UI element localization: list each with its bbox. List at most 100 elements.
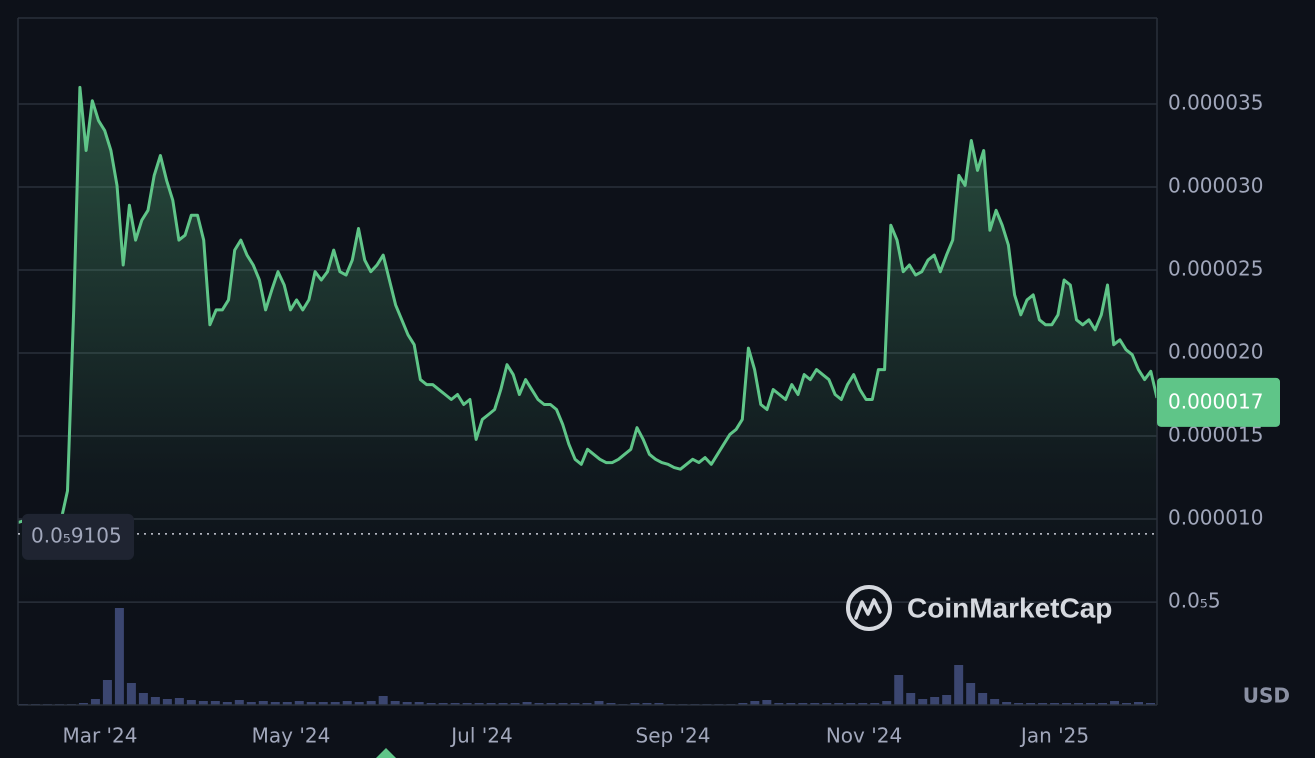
volume-bars bbox=[19, 608, 1155, 705]
volume-bar bbox=[510, 703, 520, 705]
volume-bar bbox=[870, 703, 880, 705]
volume-bar bbox=[294, 701, 304, 705]
volume-bar bbox=[1086, 703, 1096, 705]
y-tick-label: 0.000035 bbox=[1168, 90, 1263, 114]
y-tick-label: 0.0₅5 bbox=[1168, 589, 1221, 613]
volume-bar bbox=[222, 702, 232, 705]
plot bbox=[17, 85, 1159, 605]
volume-bar bbox=[330, 702, 340, 705]
volume-bar bbox=[210, 701, 220, 705]
volume-bar bbox=[546, 703, 556, 705]
volume-bar bbox=[126, 683, 136, 705]
volume-bar bbox=[402, 702, 412, 705]
volume-bar bbox=[606, 703, 616, 705]
current-price-label: 0.000017 bbox=[1168, 389, 1263, 413]
volume-bar bbox=[138, 693, 148, 705]
current-price-box bbox=[1157, 377, 1280, 427]
volume-bar bbox=[318, 702, 328, 705]
volume-bar bbox=[366, 701, 376, 705]
volume-bar bbox=[450, 703, 460, 705]
reference-label: 0.0₅9105 bbox=[31, 523, 122, 547]
volume-bar bbox=[246, 702, 256, 705]
volume-bar bbox=[1098, 703, 1108, 705]
volume-bar bbox=[1062, 703, 1072, 705]
volume-bar bbox=[186, 700, 196, 705]
scroll-marker[interactable] bbox=[376, 748, 396, 758]
volume-bar bbox=[174, 698, 184, 705]
volume-bar bbox=[1038, 703, 1048, 705]
volume-bar bbox=[1122, 703, 1132, 705]
volume-bar bbox=[234, 700, 244, 705]
volume-bar bbox=[198, 701, 208, 705]
volume-bar bbox=[858, 703, 868, 705]
volume-bar bbox=[270, 702, 280, 705]
volume-bar bbox=[834, 703, 844, 705]
y-tick-label: 0.000030 bbox=[1168, 174, 1263, 198]
volume-bar bbox=[1110, 701, 1120, 705]
volume-bar bbox=[498, 703, 508, 705]
volume-bar bbox=[162, 699, 172, 705]
volume-bar bbox=[558, 703, 568, 705]
watermark: CoinMarketCap bbox=[846, 585, 1112, 631]
volume-bar bbox=[282, 702, 292, 705]
volume-bar bbox=[654, 703, 664, 705]
volume-bar bbox=[462, 703, 472, 705]
volume-bar bbox=[306, 702, 316, 705]
volume-bar bbox=[114, 608, 124, 705]
volume-bar bbox=[474, 703, 484, 705]
volume-bar bbox=[762, 700, 772, 705]
volume-bar bbox=[930, 697, 940, 705]
volume-bar bbox=[486, 703, 496, 705]
volume-bar bbox=[90, 699, 100, 705]
watermark-text: CoinMarketCap bbox=[907, 592, 1112, 623]
x-tick-label: Jan '25 bbox=[1019, 724, 1089, 748]
volume-bar bbox=[918, 699, 928, 705]
volume-bar bbox=[882, 701, 892, 705]
volume-bar bbox=[438, 703, 448, 705]
volume-bar bbox=[894, 675, 904, 705]
y-tick-label: 0.000025 bbox=[1168, 257, 1263, 281]
volume-bar bbox=[954, 665, 964, 705]
volume-bar bbox=[798, 703, 808, 705]
volume-bar bbox=[102, 680, 112, 705]
volume-bar bbox=[594, 701, 604, 705]
volume-bar bbox=[354, 702, 364, 705]
currency-label: USD bbox=[1243, 684, 1290, 708]
logo-ring bbox=[846, 585, 892, 631]
price-line bbox=[17, 85, 1159, 524]
volume-bar bbox=[1002, 702, 1012, 705]
volume-bar bbox=[534, 703, 544, 705]
volume-bar bbox=[990, 699, 1000, 705]
volume-bar bbox=[570, 703, 580, 705]
volume-bar bbox=[810, 703, 820, 705]
volume-bar bbox=[390, 701, 400, 705]
volume-bar bbox=[426, 703, 436, 705]
volume-bar bbox=[774, 703, 784, 705]
volume-bar bbox=[78, 703, 88, 705]
volume-bar bbox=[414, 702, 424, 705]
volume-bar bbox=[258, 701, 268, 705]
volume-bar bbox=[846, 703, 856, 705]
x-tick-label: Sep '24 bbox=[636, 724, 711, 748]
volume-bar bbox=[1014, 703, 1024, 705]
volume-bar bbox=[822, 703, 832, 705]
y-tick-label: 0.000010 bbox=[1168, 506, 1263, 530]
x-tick-label: Nov '24 bbox=[826, 724, 902, 748]
volume-bar bbox=[342, 701, 352, 705]
volume-bar bbox=[966, 683, 976, 705]
volume-bar bbox=[906, 693, 916, 705]
y-tick-label: 0.000020 bbox=[1168, 340, 1263, 364]
volume-bar bbox=[1134, 702, 1144, 705]
volume-bar bbox=[378, 696, 388, 705]
volume-bar bbox=[1050, 703, 1060, 705]
volume-bar bbox=[1026, 703, 1036, 705]
logo-wave bbox=[854, 598, 882, 620]
volume-bar bbox=[942, 695, 952, 705]
volume-bar bbox=[1146, 703, 1155, 705]
volume-bar bbox=[1074, 703, 1084, 705]
volume-bar bbox=[630, 703, 640, 705]
volume-bar bbox=[786, 703, 796, 705]
x-tick-label: May '24 bbox=[252, 724, 331, 748]
volume-bar bbox=[738, 703, 748, 705]
